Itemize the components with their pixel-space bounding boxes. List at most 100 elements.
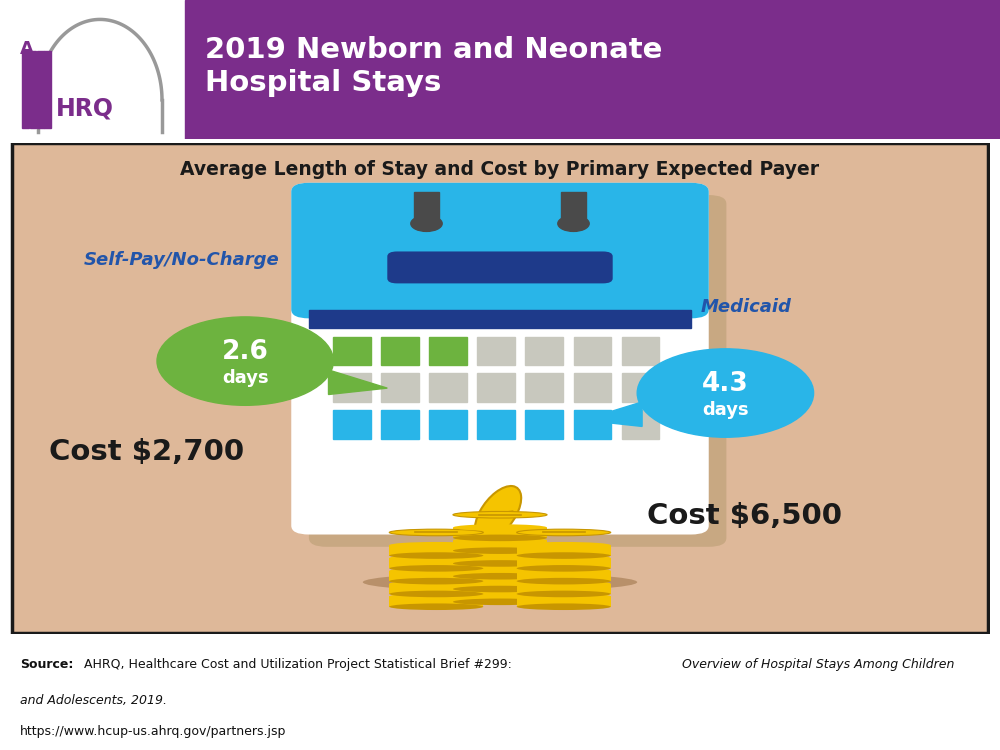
Circle shape [637, 349, 814, 437]
Ellipse shape [453, 562, 547, 569]
Bar [525, 337, 563, 365]
Bar [381, 337, 419, 365]
Bar [414, 192, 439, 224]
Text: and Adolescents, 2019.: and Adolescents, 2019. [20, 694, 167, 706]
Ellipse shape [517, 565, 611, 572]
Bar [453, 527, 547, 538]
Bar [477, 374, 515, 402]
Ellipse shape [389, 578, 483, 584]
FancyBboxPatch shape [291, 183, 709, 535]
Bar [37, 51, 44, 128]
Bar [453, 554, 547, 563]
Ellipse shape [389, 552, 483, 559]
Bar [477, 410, 515, 439]
Ellipse shape [517, 591, 611, 597]
Polygon shape [328, 370, 387, 394]
Bar [381, 374, 419, 402]
Bar [561, 192, 586, 224]
Bar [333, 374, 371, 402]
Ellipse shape [453, 512, 547, 518]
Bar [477, 337, 515, 365]
Bar [517, 571, 611, 581]
Bar [381, 410, 419, 439]
Ellipse shape [453, 588, 547, 595]
Polygon shape [583, 402, 642, 427]
Ellipse shape [453, 537, 547, 544]
Ellipse shape [453, 573, 547, 580]
Ellipse shape [517, 552, 611, 559]
Ellipse shape [389, 530, 483, 536]
Bar [453, 566, 547, 576]
Bar [309, 297, 691, 310]
Bar [574, 374, 611, 402]
Ellipse shape [453, 598, 547, 605]
Bar [389, 596, 483, 607]
Bar [309, 310, 691, 328]
Ellipse shape [389, 591, 483, 597]
Text: days: days [702, 401, 749, 419]
Ellipse shape [517, 593, 611, 600]
FancyBboxPatch shape [387, 251, 613, 284]
Ellipse shape [453, 560, 547, 567]
Bar [429, 374, 467, 402]
Text: Source:: Source: [20, 658, 73, 670]
Bar [30, 51, 36, 128]
Bar [517, 584, 611, 594]
Bar [429, 337, 467, 365]
Text: days: days [222, 369, 269, 387]
Bar [574, 410, 611, 439]
Ellipse shape [517, 578, 611, 584]
Bar [517, 545, 611, 556]
Text: Cost $2,700: Cost $2,700 [49, 438, 244, 466]
Ellipse shape [389, 565, 483, 572]
Bar [185, 0, 1000, 139]
Ellipse shape [453, 550, 547, 556]
Text: Medicaid: Medicaid [701, 298, 792, 316]
Circle shape [558, 216, 589, 232]
Ellipse shape [389, 568, 483, 574]
Bar [453, 579, 547, 589]
Ellipse shape [389, 604, 483, 610]
FancyBboxPatch shape [291, 183, 709, 318]
Circle shape [157, 317, 333, 405]
Bar [517, 558, 611, 568]
Ellipse shape [453, 586, 547, 592]
Ellipse shape [517, 568, 611, 574]
Ellipse shape [475, 486, 521, 541]
Bar [389, 558, 483, 568]
Ellipse shape [517, 580, 611, 587]
Text: Average Length of Stay and Cost by Primary Expected Payer: Average Length of Stay and Cost by Prima… [180, 160, 820, 178]
Ellipse shape [363, 573, 637, 592]
Bar [333, 337, 371, 365]
Bar [517, 596, 611, 607]
FancyBboxPatch shape [309, 195, 726, 547]
Text: 2.6: 2.6 [222, 339, 269, 365]
Bar [429, 410, 467, 439]
Bar [22, 51, 29, 128]
Ellipse shape [453, 535, 547, 542]
Ellipse shape [389, 580, 483, 587]
Circle shape [411, 216, 442, 232]
Ellipse shape [453, 575, 547, 582]
Bar [453, 540, 547, 550]
Ellipse shape [517, 604, 611, 610]
Text: 2019 Newborn and Neonate
Hospital Stays: 2019 Newborn and Neonate Hospital Stays [205, 36, 662, 98]
Ellipse shape [517, 542, 611, 548]
Bar [389, 584, 483, 594]
Bar [44, 51, 51, 128]
Text: HRQ: HRQ [56, 97, 114, 121]
Ellipse shape [453, 524, 547, 531]
Bar [622, 374, 659, 402]
Bar [574, 337, 611, 365]
Text: A: A [20, 40, 34, 58]
Bar [622, 337, 659, 365]
Ellipse shape [453, 548, 547, 554]
Text: 4.3: 4.3 [702, 371, 749, 398]
Text: Cost $6,500: Cost $6,500 [647, 502, 842, 530]
Text: https://www.hcup-us.ahrq.gov/partners.jsp: https://www.hcup-us.ahrq.gov/partners.js… [20, 725, 286, 738]
Bar [0, 0, 185, 139]
Bar [525, 410, 563, 439]
Bar [389, 545, 483, 556]
Ellipse shape [517, 530, 611, 536]
Bar [525, 374, 563, 402]
